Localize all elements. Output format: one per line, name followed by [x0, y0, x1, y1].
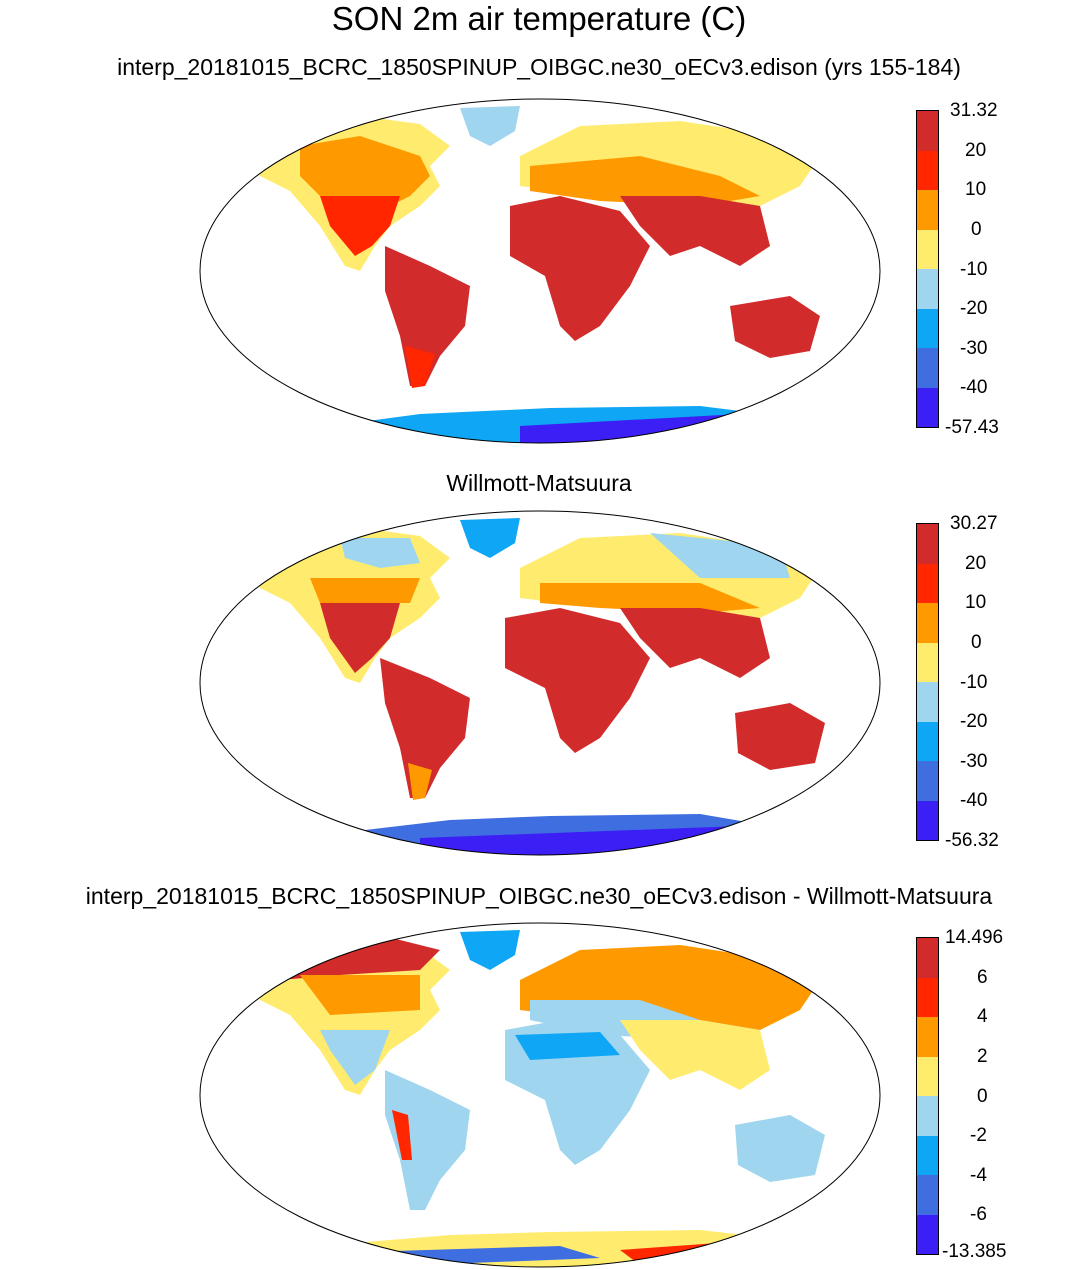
colorbar-swatch [917, 1017, 938, 1057]
north-america-warm [300, 136, 430, 211]
land-layer [255, 106, 820, 443]
north-america-hot [320, 196, 400, 256]
colorbar-swatch [917, 642, 938, 682]
colorbar-swatch [917, 308, 938, 348]
australia-land [730, 296, 820, 358]
south-america-south [405, 346, 435, 388]
colorbar-swatch [917, 1175, 938, 1215]
south-asia-land [620, 608, 770, 678]
panel-1-subtitle: interp_20181015_BCRC_1850SPINUP_OIBGC.ne… [117, 54, 961, 80]
panel-3-subtitle: interp_20181015_BCRC_1850SPINUP_OIBGC.ne… [85, 883, 993, 909]
colorbar-swatch [917, 190, 938, 230]
colorbar-label: -57.43 [945, 417, 999, 438]
africa-land [510, 196, 650, 341]
map-border [199, 922, 881, 1268]
south-asia-land [620, 196, 770, 266]
colorbar-label: -20 [960, 298, 988, 319]
colorbar-label: 31.32 [950, 100, 998, 121]
colorbar-swatch [917, 977, 938, 1017]
australia-land [735, 1115, 825, 1182]
africa-sahara [515, 1032, 620, 1060]
panel-3-map [199, 922, 881, 1268]
colorbar-label: 10 [965, 592, 987, 613]
colorbar-label: -10 [960, 672, 988, 693]
greenland-land [460, 518, 520, 558]
figure-title: SON 2m air temperature (C) [331, 0, 747, 37]
colorbar-label: 20 [965, 140, 987, 161]
colorbar-label: 20 [965, 553, 987, 574]
colorbar-label: 0 [971, 219, 982, 240]
colorbar-label: -6 [970, 1204, 987, 1225]
colorbar-swatch [917, 1214, 938, 1254]
colorbar-swatch [917, 524, 938, 564]
colorbar-label: 14.496 [945, 927, 1004, 948]
colorbar-label: 6 [977, 967, 988, 988]
colorbar-swatch [917, 603, 938, 643]
colorbar-swatch [917, 563, 938, 603]
colorbar-swatch [917, 387, 938, 427]
colorbar-label: -40 [960, 790, 988, 811]
north-america-warm [300, 975, 420, 1015]
south-asia-land [620, 1020, 770, 1090]
north-america-hot [320, 603, 400, 673]
south-america-south [408, 763, 432, 800]
colorbar-swatch [917, 1096, 938, 1136]
north-america-cold [340, 538, 420, 568]
africa-land [505, 608, 650, 753]
colorbar-label: -40 [960, 377, 988, 398]
colorbar-label: 30.27 [950, 513, 998, 534]
colorbar-swatch [917, 938, 938, 978]
greenland-land [460, 930, 520, 970]
south-america-andes [392, 1110, 412, 1160]
colorbar-swatch [917, 150, 938, 190]
colorbar-label: 10 [965, 179, 987, 200]
panel-2-map [199, 510, 881, 856]
colorbar-label: 2 [977, 1046, 988, 1067]
colorbar-swatch [917, 269, 938, 309]
colorbar-swatch [917, 761, 938, 801]
colorbar-label: -2 [970, 1125, 987, 1146]
colorbar-swatch [917, 1056, 938, 1096]
colorbar-label: -30 [960, 751, 988, 772]
colorbar-label: 0 [971, 632, 982, 653]
south-america-land [385, 1070, 470, 1210]
australia-land [735, 703, 825, 770]
colorbar-swatch [917, 1135, 938, 1175]
colorbar-label: -30 [960, 338, 988, 359]
colorbar-label: -13.385 [942, 1241, 1007, 1262]
colorbar-swatch [917, 229, 938, 269]
north-america-warm [310, 578, 420, 603]
eurasia-warm [530, 156, 760, 206]
colorbar-label: -4 [970, 1165, 987, 1186]
land-layer [255, 518, 825, 855]
colorbar-label: -10 [960, 259, 988, 280]
colorbar-label: -56.32 [945, 830, 999, 851]
colorbar-swatch [917, 111, 938, 151]
north-america-cool [320, 1030, 390, 1085]
south-america-land [380, 658, 470, 798]
colorbar-label: -20 [960, 711, 988, 732]
map-border [199, 98, 881, 444]
greenland-land [460, 106, 520, 146]
panel-2-colorbar [916, 523, 939, 841]
panel-3-colorbar [916, 937, 939, 1255]
colorbar-label: 0 [977, 1086, 988, 1107]
map-border [199, 510, 881, 856]
colorbar-label: 4 [977, 1006, 988, 1027]
land-layer [255, 930, 825, 1267]
colorbar-swatch [917, 348, 938, 388]
panel-1-colorbar [916, 110, 939, 428]
colorbar-swatch [917, 682, 938, 722]
north-america-arctic [270, 935, 440, 980]
panel-1-map [199, 98, 881, 444]
panel-2-subtitle: Willmott-Matsuura [446, 470, 632, 496]
eurasia-warm [540, 583, 760, 613]
colorbar-swatch [917, 800, 938, 840]
colorbar-swatch [917, 721, 938, 761]
